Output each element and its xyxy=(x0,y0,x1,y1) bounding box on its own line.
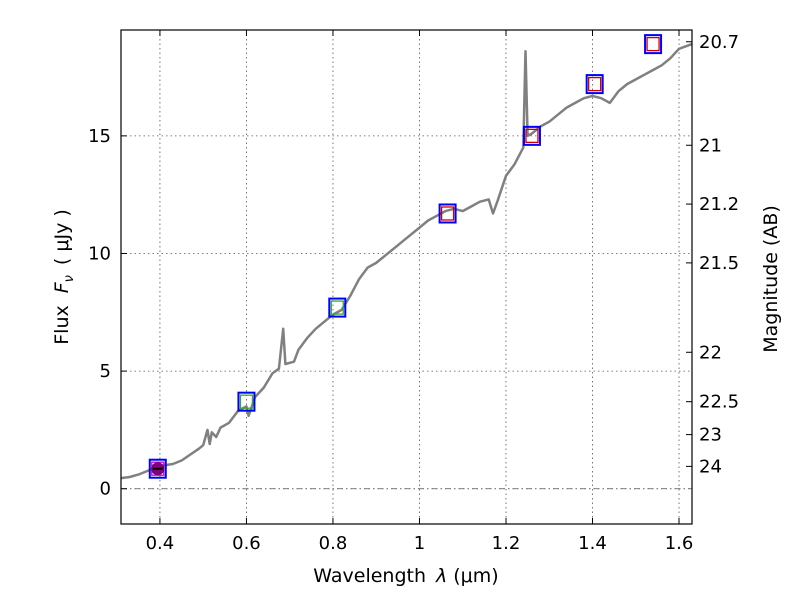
photometry-box xyxy=(585,74,604,95)
plot-frame xyxy=(120,29,693,525)
model-square xyxy=(646,36,660,52)
x-tick-label: 0.6 xyxy=(232,533,261,554)
y-axis-label: FluxFν( μJy ) xyxy=(51,209,77,345)
y-tick-label: 0 xyxy=(100,479,111,500)
y2-tick-label: 23 xyxy=(699,425,722,446)
model-square xyxy=(239,394,254,409)
x-tick-label: 1 xyxy=(414,533,425,554)
photometry-box xyxy=(148,458,167,479)
x-tick-label: 0.4 xyxy=(146,533,175,554)
y2-axis-label: Magnitude (AB) xyxy=(760,205,782,353)
x-tick-label: 1.2 xyxy=(492,533,521,554)
x-tick-label: 1.4 xyxy=(578,533,607,554)
model-square xyxy=(330,300,344,315)
model-square xyxy=(588,76,602,92)
photometry-box xyxy=(237,391,256,412)
x-tick-label: 1.6 xyxy=(665,533,694,554)
x-tick-label: 0.8 xyxy=(319,533,348,554)
y2-tick-label: 24 xyxy=(699,456,722,477)
y2-tick-label: 22 xyxy=(699,342,722,363)
y-tick-label: 15 xyxy=(88,126,111,147)
spectrum-line xyxy=(120,42,693,480)
y-tick-label: 10 xyxy=(88,243,111,264)
y2-tick-label: 21.5 xyxy=(699,253,739,274)
y2-tick-label: 21.2 xyxy=(699,194,739,215)
plot-area xyxy=(120,34,693,480)
x-axis-label: Wavelength λ (μm) xyxy=(313,565,498,587)
photometry-box xyxy=(522,125,541,146)
photometry-box xyxy=(438,203,457,224)
photometry-box xyxy=(328,297,347,318)
y2-tick-label: 22.5 xyxy=(699,392,739,413)
y2-tick-label: 20.7 xyxy=(699,32,739,53)
photometry-box xyxy=(644,34,663,55)
y2-tick-label: 21 xyxy=(699,135,722,156)
model-square xyxy=(525,128,539,144)
ticks: 0.4 0.6 0.8 1 1.2 1.4 1.6 0 5 10 15 20.7 21 21.2 21.5 2… xyxy=(88,30,739,554)
y-tick-label: 5 xyxy=(100,361,111,382)
model-square xyxy=(440,206,455,221)
